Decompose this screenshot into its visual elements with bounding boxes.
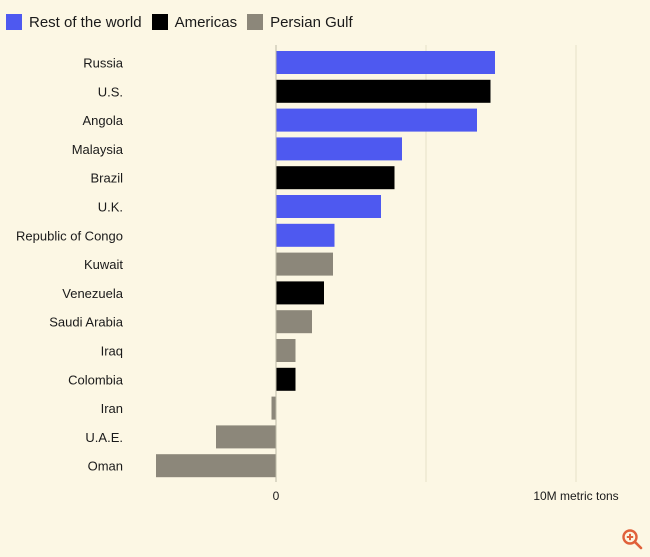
x-tick-label: 10M metric tons bbox=[533, 489, 618, 503]
bar-russia bbox=[276, 51, 495, 74]
bar-republic-of-congo bbox=[276, 223, 335, 247]
bar-malaysia bbox=[276, 137, 402, 161]
legend-swatch bbox=[151, 14, 168, 30]
bar-u-a-e- bbox=[216, 425, 276, 449]
category-label: Malaysia bbox=[72, 142, 124, 157]
category-label: U.K. bbox=[98, 200, 123, 215]
bar-iraq bbox=[276, 339, 296, 362]
bar-angola bbox=[276, 108, 477, 132]
category-label: Iraq bbox=[101, 344, 123, 359]
category-label: Russia bbox=[83, 56, 124, 71]
legend: Rest of the world Americas Persian Gulf bbox=[6, 12, 363, 32]
bar-iran bbox=[271, 396, 276, 420]
zoom-button[interactable] bbox=[620, 527, 644, 551]
bar-colombia bbox=[276, 367, 296, 391]
bar-brazil bbox=[276, 166, 395, 190]
legend-item: Persian Gulf bbox=[247, 14, 353, 31]
bar-u-s- bbox=[276, 79, 491, 103]
category-label: U.A.E. bbox=[85, 430, 123, 445]
legend-label: Persian Gulf bbox=[270, 13, 353, 31]
bar-u-k- bbox=[276, 195, 381, 218]
category-label: Oman bbox=[88, 459, 123, 474]
category-label: Republic of Congo bbox=[16, 228, 123, 243]
category-label: Brazil bbox=[90, 171, 123, 186]
legend-label: Rest of the world bbox=[29, 13, 142, 31]
legend-swatch bbox=[6, 14, 22, 30]
bar-oman bbox=[156, 454, 276, 478]
legend-swatch bbox=[247, 14, 264, 30]
bar-kuwait bbox=[276, 252, 333, 276]
category-label: Venezuela bbox=[62, 286, 123, 301]
category-label: Colombia bbox=[68, 372, 124, 387]
category-label: Saudi Arabia bbox=[49, 315, 123, 330]
legend-item: Americas bbox=[151, 13, 238, 31]
zoom-in-icon bbox=[622, 529, 643, 550]
category-label: Iran bbox=[101, 401, 123, 416]
bar-saudi-arabia bbox=[276, 310, 312, 334]
x-tick-label: 0 bbox=[273, 489, 280, 503]
legend-label: Americas bbox=[174, 13, 238, 31]
category-label: Kuwait bbox=[84, 257, 123, 272]
legend-item: Rest of the world bbox=[6, 14, 142, 31]
category-label: Angola bbox=[83, 113, 124, 128]
category-label: U.S. bbox=[98, 84, 123, 99]
bar-venezuela bbox=[276, 281, 324, 305]
